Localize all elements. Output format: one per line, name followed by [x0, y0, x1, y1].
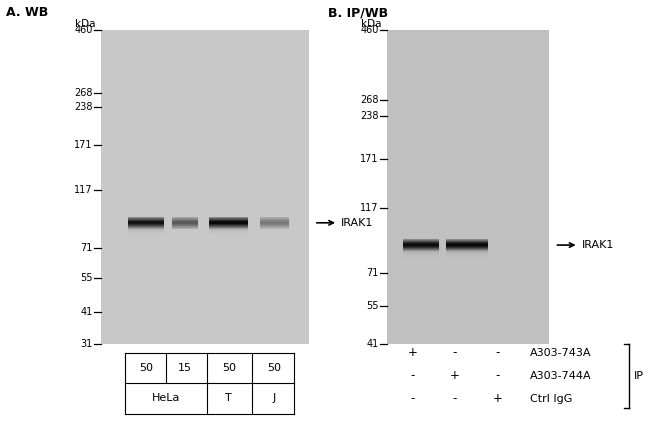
Text: HeLa: HeLa [151, 393, 180, 404]
Bar [446, 254, 488, 255]
Bar [209, 235, 248, 236]
Bar [403, 256, 439, 257]
Bar [209, 234, 248, 235]
Text: 55: 55 [367, 301, 379, 311]
Text: -: - [453, 392, 457, 405]
Bar [446, 255, 488, 256]
Bar [403, 257, 439, 258]
Text: 71: 71 [81, 243, 93, 253]
Text: +: + [492, 392, 502, 405]
Text: 238: 238 [75, 102, 93, 112]
Text: 460: 460 [361, 25, 379, 36]
Bar [209, 229, 248, 230]
Text: J: J [273, 393, 276, 404]
Text: IP: IP [634, 371, 644, 381]
Text: 31: 31 [81, 339, 93, 349]
Bar [128, 231, 164, 232]
Bar [101, 30, 309, 344]
Text: T: T [226, 393, 232, 404]
Bar [209, 232, 248, 233]
Bar [128, 230, 164, 231]
Bar [128, 233, 164, 234]
Bar [446, 256, 488, 257]
Bar [403, 253, 439, 254]
Text: B. IP/WB: B. IP/WB [328, 6, 389, 19]
Bar [209, 230, 248, 231]
Text: 171: 171 [361, 154, 379, 164]
Bar [446, 258, 488, 259]
Bar [403, 252, 439, 253]
Text: 50: 50 [222, 363, 236, 373]
Bar [128, 234, 164, 235]
Text: +: + [450, 369, 460, 382]
Bar [403, 258, 439, 259]
Bar [209, 231, 248, 232]
Bar [446, 257, 488, 258]
Text: 50: 50 [267, 363, 281, 373]
Text: 238: 238 [361, 111, 379, 121]
Text: IRAK1: IRAK1 [582, 240, 614, 250]
Bar [403, 254, 439, 255]
Text: 71: 71 [367, 268, 379, 278]
Text: -: - [453, 346, 457, 359]
Bar [403, 255, 439, 256]
Text: kDa: kDa [361, 19, 382, 29]
Text: kDa: kDa [75, 19, 96, 29]
Text: Ctrl IgG: Ctrl IgG [530, 394, 572, 404]
Bar [446, 251, 488, 252]
Text: 55: 55 [81, 272, 93, 282]
Bar [128, 232, 164, 233]
Bar [446, 252, 488, 253]
Bar [209, 233, 248, 234]
Bar [128, 235, 164, 236]
Text: -: - [411, 392, 415, 405]
Bar [446, 253, 488, 254]
Text: -: - [411, 369, 415, 382]
Text: 268: 268 [361, 95, 379, 106]
Text: 171: 171 [75, 140, 93, 151]
Text: 117: 117 [361, 203, 379, 213]
Text: 50: 50 [139, 363, 153, 373]
Text: -: - [495, 369, 499, 382]
Text: 15: 15 [178, 363, 192, 373]
Text: A. WB: A. WB [6, 6, 49, 19]
Text: 268: 268 [75, 88, 93, 98]
Text: -: - [495, 346, 499, 359]
Text: +: + [408, 346, 418, 359]
Text: 117: 117 [75, 184, 93, 195]
Bar [403, 251, 439, 252]
Bar [387, 30, 549, 344]
Text: 41: 41 [367, 339, 379, 349]
Text: A303-744A: A303-744A [530, 371, 592, 381]
Text: 460: 460 [75, 25, 93, 36]
Text: IRAK1: IRAK1 [341, 218, 374, 228]
Text: 41: 41 [81, 307, 93, 317]
Text: A303-743A: A303-743A [530, 348, 592, 358]
Bar [128, 229, 164, 230]
